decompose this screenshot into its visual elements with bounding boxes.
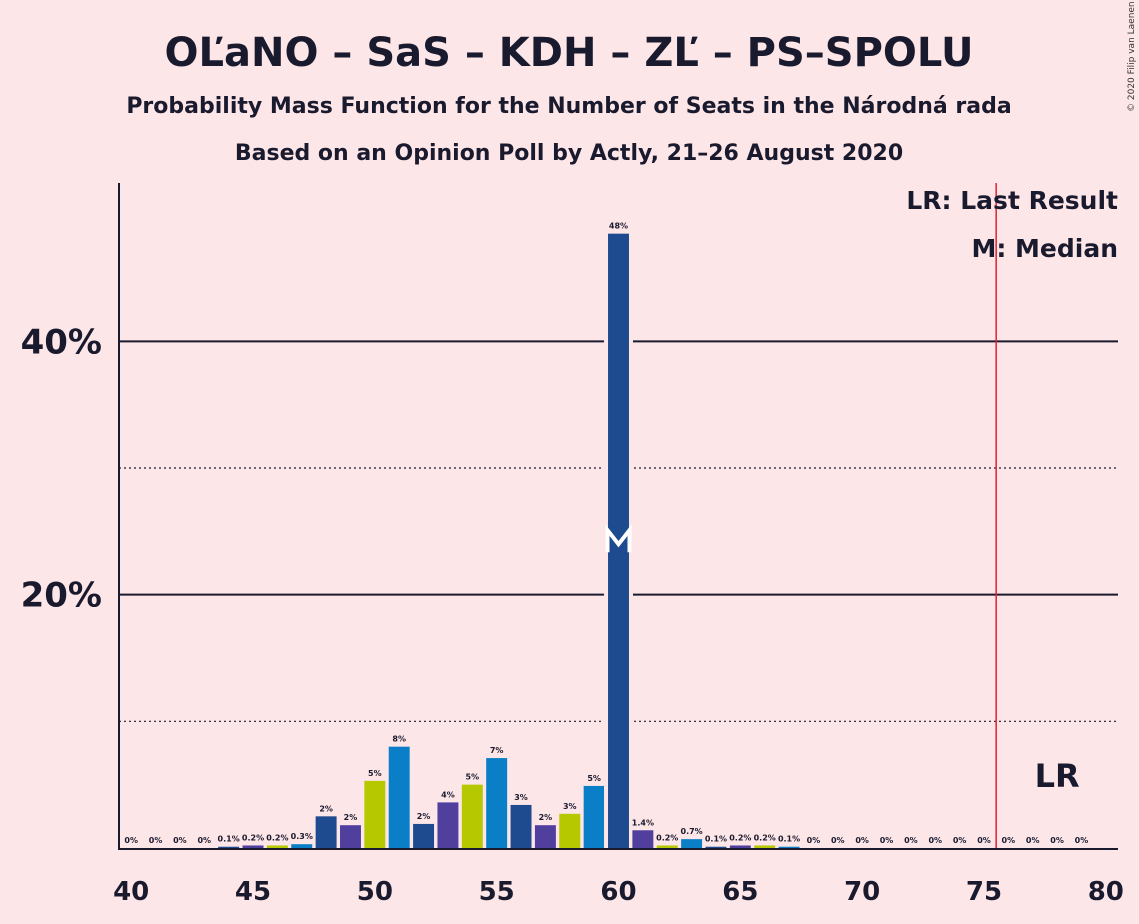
bar-label-64: 0.1%	[705, 835, 727, 844]
x-tick-50: 50	[357, 877, 393, 907]
bar-label-bg-60	[606, 220, 631, 231]
chart-title: OĽaNO – SaS – KDH – ZĽ – PS–SPOLU	[165, 30, 974, 76]
x-tick-70: 70	[844, 877, 880, 907]
bar-67	[778, 846, 800, 848]
bar-52	[413, 823, 435, 848]
bar-label-68: 0%	[807, 836, 821, 845]
bar-46	[266, 845, 288, 848]
bar-63	[681, 839, 703, 848]
bar-label-41: 0%	[149, 836, 163, 845]
axes	[118, 183, 1118, 850]
bar-57	[534, 825, 556, 848]
bar-label-44: 0.1%	[218, 835, 240, 844]
bar-label-78: 0%	[1050, 836, 1064, 845]
bar-51	[388, 746, 410, 848]
bars	[218, 233, 800, 848]
x-tick-labels: 40 45 50 55 60 65 70 75 80	[113, 877, 1124, 907]
bar-label-55: 7%	[490, 746, 504, 755]
bar-label-47: 0.3%	[291, 832, 313, 841]
bar-55	[486, 758, 508, 848]
bar-58	[559, 813, 581, 848]
x-tick-80: 80	[1088, 877, 1124, 907]
bar-47	[291, 844, 313, 848]
median-marker	[605, 524, 632, 553]
chart-subtitle-1: Probability Mass Function for the Number…	[126, 94, 1011, 119]
bar-45	[242, 845, 264, 848]
bar-44	[218, 846, 240, 848]
bar-label-51: 8%	[392, 735, 406, 744]
bar-label-76: 0%	[1002, 836, 1016, 845]
bar-64	[705, 846, 727, 848]
bar-label-79: 0%	[1075, 836, 1089, 845]
x-tick-45: 45	[235, 877, 271, 907]
y-tick-40: 40%	[21, 322, 102, 362]
x-tick-75: 75	[966, 877, 1002, 907]
bar-label-42: 0%	[173, 836, 187, 845]
x-tick-55: 55	[479, 877, 515, 907]
y-tick-20: 20%	[21, 576, 102, 616]
x-tick-65: 65	[722, 877, 758, 907]
bar-label-58: 3%	[563, 802, 577, 811]
copyright-text: © 2020 Filip van Laenen	[1127, 1, 1137, 112]
bar-label-57: 2%	[539, 813, 553, 822]
bar-label-49: 2%	[344, 813, 358, 822]
bar-label-45: 0.2%	[242, 833, 264, 842]
bar-labels: 0% 0% 0% 0% 0.1% 0.2% 0.2% 0.3%2%2%5%8%2%4%5%7%…	[124, 220, 1089, 845]
bar-53	[437, 802, 459, 848]
bar-label-60: 48%	[609, 222, 628, 231]
bar-label-74: 0%	[953, 836, 967, 845]
legend-last-result: LR: Last Result	[906, 186, 1118, 215]
bar-50	[364, 780, 386, 848]
bar-label-43: 0%	[197, 836, 211, 845]
bar-label-73: 0%	[928, 836, 942, 845]
bar-label-71: 0%	[880, 836, 894, 845]
bar-label-54: 5%	[466, 773, 480, 782]
legend-median: M: Median	[971, 234, 1118, 263]
bar-label-40: 0%	[124, 836, 138, 845]
bar-62	[656, 845, 678, 848]
bar-label-56: 3%	[514, 793, 528, 802]
bar-label-63: 0.7%	[681, 827, 703, 836]
bar-label-75: 0%	[977, 836, 991, 845]
bar-48	[315, 816, 337, 848]
x-tick-60: 60	[600, 877, 636, 907]
bar-label-50: 5%	[368, 769, 382, 778]
bar-label-72: 0%	[904, 836, 918, 845]
last-result-marker: LR	[1035, 757, 1080, 795]
bar-66	[754, 845, 776, 848]
bar-label-66: 0.2%	[754, 833, 776, 842]
bar-label-48: 2%	[319, 804, 333, 813]
bar-label-46: 0.2%	[266, 833, 288, 842]
bar-54	[461, 784, 483, 848]
bar-60	[608, 233, 629, 848]
chart-subtitle-2: Based on an Opinion Poll by Actly, 21–26…	[235, 141, 903, 166]
y-tick-labels: 20% 40%	[21, 322, 102, 615]
bar-label-69: 0%	[831, 836, 845, 845]
bar-label-53: 4%	[441, 790, 455, 799]
bar-59	[583, 785, 605, 848]
bar-label-77: 0%	[1026, 836, 1040, 845]
bar-label-52: 2%	[417, 812, 431, 821]
bar-65	[729, 845, 751, 848]
bar-label-70: 0%	[855, 836, 869, 845]
bar-label-67: 0.1%	[778, 835, 800, 844]
bar-label-62: 0.2%	[656, 833, 678, 842]
bar-61	[632, 830, 654, 848]
bar-label-65: 0.2%	[729, 833, 751, 842]
bar-label-61: 1.4%	[632, 818, 654, 827]
bar-56	[510, 804, 532, 848]
markers: LR	[605, 183, 1080, 848]
bar-49	[339, 825, 361, 848]
bar-label-59: 5%	[587, 774, 601, 783]
x-tick-40: 40	[113, 877, 149, 907]
